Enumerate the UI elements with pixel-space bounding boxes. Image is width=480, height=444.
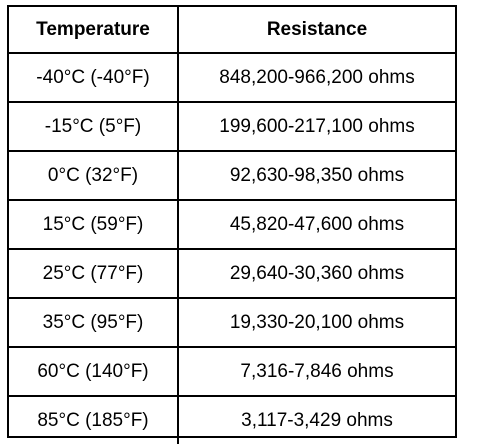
temperature-cell: 25°C (77°F) <box>9 248 179 299</box>
temperature-cell: -40°C (-40°F) <box>9 52 179 103</box>
temperature-cell: 15°C (59°F) <box>9 199 179 250</box>
temperature-cell: -15°C (5°F) <box>9 101 179 152</box>
resistance-cell: 29,640-30,360 ohms <box>177 248 455 299</box>
temperature-resistance-table: Temperature Resistance -40°C (-40°F) 848… <box>9 7 455 444</box>
resistance-cell: 848,200-966,200 ohms <box>177 52 455 103</box>
table-row: 35°C (95°F) 19,330-20,100 ohms <box>9 297 455 348</box>
header-resistance: Resistance <box>177 7 455 54</box>
temperature-cell: 35°C (95°F) <box>9 297 179 348</box>
temperature-resistance-table-frame: Temperature Resistance -40°C (-40°F) 848… <box>7 5 457 444</box>
table-row: -15°C (5°F) 199,600-217,100 ohms <box>9 101 455 152</box>
header-temperature: Temperature <box>9 7 179 54</box>
resistance-cell: 7,316-7,846 ohms <box>177 346 455 397</box>
table-row: -40°C (-40°F) 848,200-966,200 ohms <box>9 52 455 103</box>
table-row: 0°C (32°F) 92,630-98,350 ohms <box>9 150 455 201</box>
temperature-cell: 0°C (32°F) <box>9 150 179 201</box>
table-row: 85°C (185°F) 3,117-3,429 ohms <box>9 395 455 444</box>
table-header-row: Temperature Resistance <box>9 7 455 54</box>
temperature-cell: 85°C (185°F) <box>9 395 179 444</box>
resistance-cell: 19,330-20,100 ohms <box>177 297 455 348</box>
resistance-cell: 3,117-3,429 ohms <box>177 395 455 444</box>
table-row: 60°C (140°F) 7,316-7,846 ohms <box>9 346 455 397</box>
resistance-cell: 199,600-217,100 ohms <box>177 101 455 152</box>
temperature-cell: 60°C (140°F) <box>9 346 179 397</box>
resistance-cell: 45,820-47,600 ohms <box>177 199 455 250</box>
table-row: 25°C (77°F) 29,640-30,360 ohms <box>9 248 455 299</box>
table-row: 15°C (59°F) 45,820-47,600 ohms <box>9 199 455 250</box>
resistance-cell: 92,630-98,350 ohms <box>177 150 455 201</box>
